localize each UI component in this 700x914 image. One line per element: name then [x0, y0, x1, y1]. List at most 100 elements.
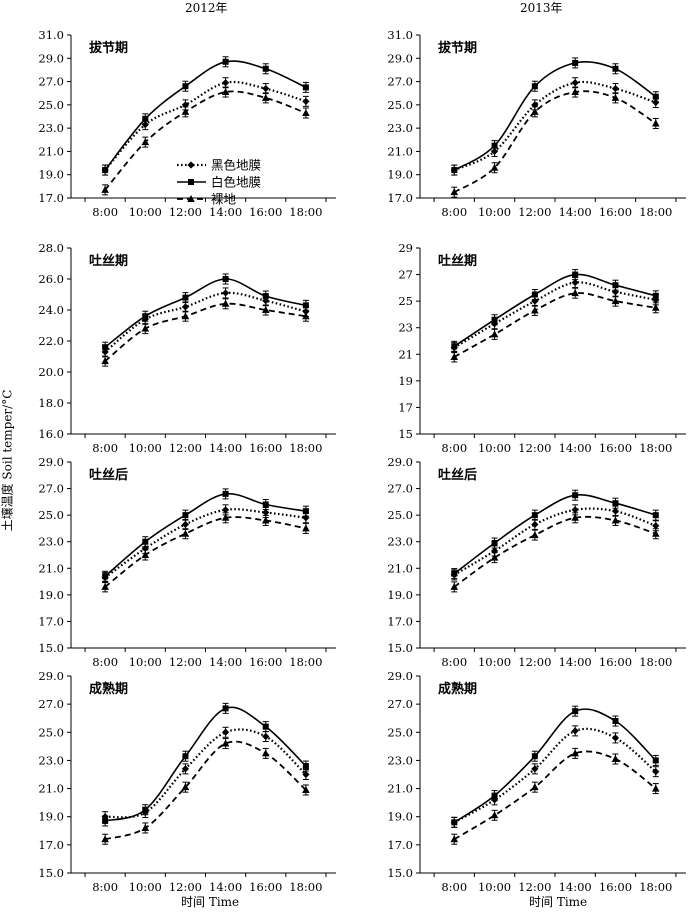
x-tick-label: 8:00	[441, 205, 467, 219]
series-line-黑色地膜	[104, 728, 307, 819]
x-tick-label: 8:00	[441, 880, 467, 894]
y-tick-label: 29.0	[38, 455, 64, 469]
data-point	[571, 289, 579, 297]
y-tick-label: 15.0	[387, 866, 413, 880]
data-point	[181, 303, 190, 311]
data-point	[141, 324, 150, 332]
data-point	[262, 723, 269, 730]
legend-label: 黑色地膜	[211, 158, 261, 173]
data-point	[611, 507, 620, 515]
data-point	[262, 508, 270, 517]
x-tick-label: 14:00	[559, 655, 592, 669]
y-tick-label: 19.0	[387, 168, 413, 182]
data-point	[221, 88, 230, 96]
data-point	[572, 492, 579, 499]
data-point	[611, 516, 620, 524]
data-point	[651, 784, 660, 792]
x-tick-label: 8:00	[92, 441, 118, 455]
data-point	[571, 727, 579, 735]
data-point	[652, 292, 659, 299]
data-point	[101, 185, 109, 193]
y-tick-label: 15.0	[38, 641, 64, 655]
data-point	[262, 65, 269, 72]
stage-label: 成熟期	[438, 681, 477, 697]
data-point	[531, 297, 539, 305]
x-tick-label: 12:00	[518, 441, 551, 455]
data-point	[571, 278, 579, 287]
data-point	[571, 88, 579, 96]
data-point	[102, 344, 109, 351]
panel-2013-成熟期: 15.0 17.0 19.0 21.0 23.0 25.0 27.0 29.0 8:00 10:0…	[387, 669, 686, 894]
y-tick-label: 21	[398, 347, 413, 361]
series-line-裸地	[453, 90, 657, 193]
series-line-黑色地膜	[453, 507, 657, 576]
y-tick-label: 29.0	[38, 51, 64, 65]
y-tick-label: 18.0	[38, 396, 64, 410]
data-point	[531, 783, 539, 791]
data-point	[141, 551, 150, 558]
x-tick-label: 8:00	[441, 441, 467, 455]
data-point	[302, 312, 310, 320]
data-point	[142, 313, 149, 320]
data-point	[490, 553, 499, 561]
data-point	[302, 97, 310, 105]
data-point	[490, 330, 499, 338]
y-tick-label: 31.0	[38, 28, 64, 42]
y-tick-label: 23.0	[38, 535, 64, 549]
x-tick-label: 16:00	[249, 655, 282, 669]
data-point	[490, 163, 499, 171]
data-point	[101, 835, 109, 843]
data-point	[181, 520, 190, 529]
data-point	[221, 299, 230, 307]
y-tick-label: 29.0	[387, 669, 413, 683]
data-point	[652, 757, 659, 764]
data-point	[652, 512, 659, 519]
data-point	[222, 276, 229, 282]
data-point	[181, 107, 190, 115]
y-tick-label: 27.0	[38, 75, 64, 89]
x-tick-label: 8:00	[92, 655, 118, 669]
stage-label: 成熟期	[89, 681, 128, 697]
x-tick-label: 10:00	[129, 880, 162, 894]
y-tick-label: 17.0	[38, 191, 64, 205]
x-tick-label: 14:00	[209, 880, 242, 894]
series-line-黑色地膜	[453, 80, 657, 172]
series-line-白色地膜	[453, 708, 657, 823]
data-point	[652, 768, 660, 776]
data-point	[221, 739, 230, 747]
data-point	[611, 288, 620, 296]
series-line-白色地膜	[104, 60, 307, 171]
data-point	[302, 109, 310, 117]
data-point	[221, 79, 230, 87]
x-tick-label: 12:00	[518, 205, 551, 219]
y-tick-label: 22.0	[38, 334, 64, 348]
data-point	[531, 765, 539, 773]
series-line-裸地	[453, 750, 657, 840]
data-point	[261, 749, 270, 757]
data-point	[261, 93, 270, 101]
x-tick-label: 16:00	[249, 205, 282, 219]
column-title-2013: 2013年	[520, 1, 563, 15]
x-tick-label: 18:00	[639, 880, 672, 894]
data-point	[302, 524, 310, 532]
data-point	[302, 763, 309, 770]
data-point	[612, 282, 619, 289]
stage-label: 吐丝后	[89, 467, 128, 483]
data-point	[571, 749, 579, 757]
data-point	[571, 506, 579, 514]
data-point	[302, 302, 309, 309]
data-point	[302, 508, 309, 515]
y-tick-label: 21.0	[38, 782, 64, 796]
series-line-裸地	[104, 302, 307, 362]
panel-2013-吐丝期: 15 17 19 21 23 25 27 29 8:00 10:00 12:00 14:00 16:00…	[398, 241, 686, 455]
x-tick-label: 12:00	[169, 655, 202, 669]
data-point	[142, 538, 149, 545]
panel-2012-成熟期: 15.0 17.0 19.0 21.0 23.0 25.0 27.0 29.0 8:00 10:0…	[38, 669, 336, 894]
y-tick-label: 25.0	[387, 508, 413, 522]
data-point	[490, 811, 499, 819]
series-line-白色地膜	[453, 494, 657, 575]
y-tick-label: 25.0	[387, 725, 413, 739]
series-line-裸地	[104, 516, 307, 588]
data-point	[450, 352, 459, 360]
data-point	[302, 84, 309, 91]
